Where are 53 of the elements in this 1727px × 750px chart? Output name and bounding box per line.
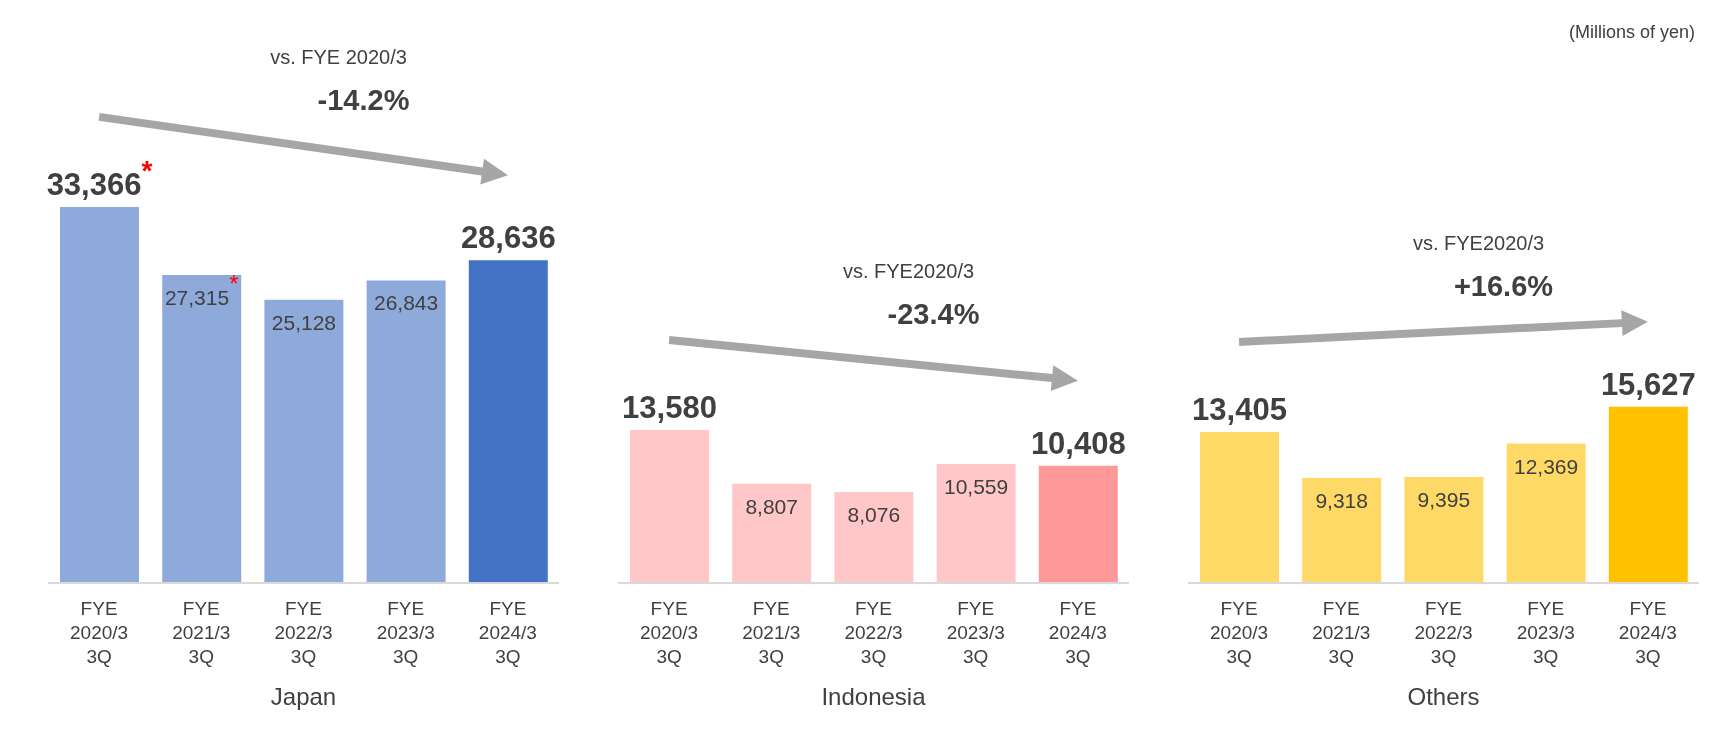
- text: -14.2%: [317, 84, 410, 117]
- bar: [936, 463, 1016, 583]
- x-axis-title: Japan: [269, 683, 338, 711]
- data-label: 25,128: [271, 310, 337, 334]
- data-label: 9,395: [1417, 488, 1471, 512]
- bar: [732, 483, 812, 583]
- text: vs. FYE 2020/3: [270, 46, 407, 69]
- data-label: 26,843: [373, 291, 439, 315]
- bar: [1404, 477, 1484, 583]
- bar: [60, 206, 139, 583]
- data-label: 13,580: [622, 389, 717, 425]
- data-label: 10,559: [943, 474, 1009, 498]
- bar: [264, 299, 344, 583]
- data-label: 15,627: [1600, 366, 1696, 402]
- x-tick-label: FYE 2024/3 3Q: [1618, 598, 1677, 667]
- text: -23.4%: [887, 298, 980, 331]
- x-tick-label: FYE 2020/3 3Q: [1210, 598, 1269, 667]
- x-tick-label: FYE 2022/3 3Q: [274, 598, 333, 667]
- bar: [1302, 477, 1382, 583]
- bar: [630, 429, 709, 583]
- x-tick-label: FYE 2020/3 3Q: [70, 598, 129, 667]
- x-tick-label: FYE 2021/3 3Q: [742, 598, 801, 667]
- data-label: 28,636: [460, 220, 556, 256]
- bar: [1506, 443, 1586, 583]
- bar: [1608, 406, 1688, 583]
- x-tick-label: FYE 2023/3 3Q: [1516, 598, 1575, 667]
- x-tick-label: FYE 2024/3 3Q: [1048, 598, 1107, 667]
- x-axis-title: Others: [1406, 683, 1481, 711]
- data-label: 9,318: [1315, 488, 1368, 512]
- x-axis-title: Indonesia: [820, 683, 927, 711]
- bar: [162, 275, 242, 583]
- text: (Millions of yen): [1568, 22, 1695, 42]
- x-tick-label: FYE 2023/3 3Q: [376, 598, 435, 667]
- x-tick-label: FYE 2022/3 3Q: [844, 598, 903, 667]
- x-tick-label: FYE 2023/3 3Q: [946, 598, 1005, 667]
- bar: [366, 280, 446, 583]
- x-tick-label: FYE 2021/3 3Q: [1312, 598, 1371, 667]
- text: vs. FYE2020/3: [1412, 231, 1545, 254]
- x-tick-label: FYE 2020/3 3Q: [640, 598, 699, 667]
- x-tick-label: FYE 2022/3 3Q: [1414, 598, 1473, 667]
- x-tick-label: FYE 2024/3 3Q: [478, 598, 537, 667]
- bar: [1038, 465, 1118, 583]
- bar: [834, 491, 914, 583]
- text: +16.6%: [1453, 269, 1554, 302]
- text: vs. FYE2020/3: [842, 260, 975, 283]
- bar: [1200, 431, 1279, 583]
- bar: [468, 260, 548, 583]
- x-tick-label: FYE 2021/3 3Q: [172, 598, 231, 667]
- data-label: 8,076: [847, 502, 901, 526]
- data-label: 8,807: [745, 494, 798, 518]
- data-label: 13,405: [1192, 391, 1287, 427]
- data-label: 12,369: [1513, 454, 1579, 478]
- data-label: 10,408: [1030, 425, 1126, 461]
